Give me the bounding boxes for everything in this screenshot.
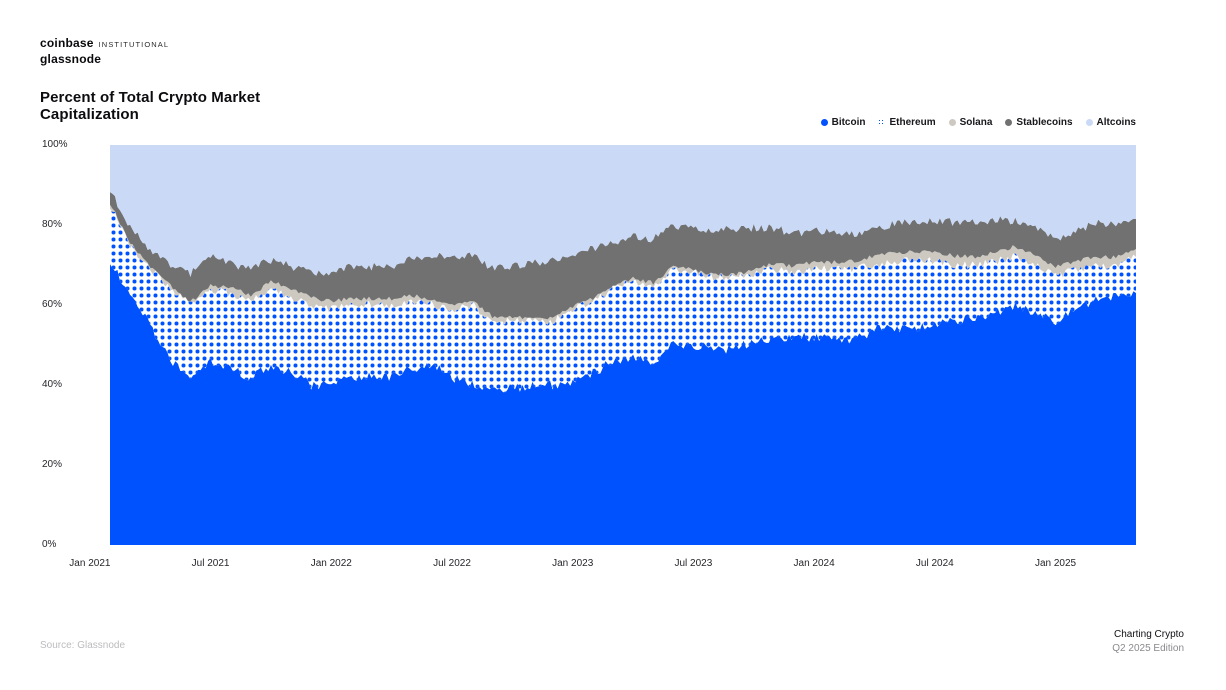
legend-item-stablecoins: Stablecoins: [1005, 117, 1073, 128]
legend-label: Solana: [959, 117, 993, 128]
x-axis-label: Jan 2024: [793, 558, 835, 569]
x-axis-label: Jul 2023: [674, 558, 713, 569]
x-axis-label: Jan 2021: [69, 558, 111, 569]
area-band-ethereum: [110, 208, 1136, 393]
edition-title: Charting Crypto: [1113, 629, 1184, 640]
brand-logo: coinbase INSTITUTIONAL glassnode: [40, 36, 169, 67]
area-band-bitcoin: [110, 264, 1136, 545]
y-axis-label: 0%: [42, 539, 57, 550]
bitcoin-swatch-icon: [820, 119, 828, 126]
area-band-altcoins: [110, 145, 1136, 277]
x-axis-label: Jan 2025: [1034, 558, 1077, 569]
solana-swatch-icon: [948, 119, 956, 126]
institutional-label: INSTITUTIONAL: [98, 40, 170, 49]
glassnode-wordmark: glassnode: [40, 51, 102, 66]
chart-legend: Bitcoin Ethereum Solana Stablecoins Altcoins: [820, 117, 1136, 128]
x-axis-label: Jul 2022: [433, 558, 471, 569]
x-axis-label: Jan 2023: [552, 558, 594, 569]
altcoins-swatch-icon: [1085, 119, 1093, 126]
stablecoins-swatch-icon: [1005, 119, 1013, 126]
edition-note: Charting Crypto Q2 2025 Edition: [1112, 628, 1184, 655]
page-title-line2: Capitalization: [40, 106, 139, 124]
brand-row: coinbase INSTITUTIONAL: [40, 36, 169, 52]
page-title-line1: Percent of Total Crypto Market: [40, 89, 261, 106]
stacked-area-chart: [110, 145, 1136, 545]
page-title: Percent of Total Crypto Market Capitaliz…: [40, 89, 260, 124]
ethereum-swatch-icon: [878, 119, 886, 126]
legend-label: Bitcoin: [831, 117, 866, 128]
edition-subtitle: Q2 2025 Edition: [1112, 642, 1184, 654]
legend-item-bitcoin: Bitcoin: [820, 117, 866, 128]
coinbase-wordmark: coinbase: [40, 36, 94, 50]
x-axis-label: Jan 2022: [310, 558, 352, 569]
legend-item-altcoins: Altcoins: [1085, 117, 1136, 128]
area-band-stablecoins: [110, 192, 1136, 320]
y-axis-label: 80%: [42, 219, 63, 230]
x-axis-label: Jul 2024: [915, 558, 954, 569]
x-axis-label: Jul 2021: [191, 558, 230, 569]
legend-item-ethereum: Ethereum: [878, 117, 936, 128]
legend-item-solana: Solana: [948, 117, 993, 128]
legend-label: Altcoins: [1096, 117, 1136, 128]
y-axis-label: 60%: [42, 299, 63, 310]
y-axis-label: 20%: [42, 459, 63, 470]
legend-label: Ethereum: [889, 117, 936, 128]
y-axis-label: 40%: [42, 379, 63, 390]
legend-label: Stablecoins: [1016, 117, 1073, 128]
chart-canvas: [110, 145, 1136, 545]
y-axis-label: 100%: [42, 139, 68, 150]
source-note: Source: Glassnode: [40, 640, 126, 651]
